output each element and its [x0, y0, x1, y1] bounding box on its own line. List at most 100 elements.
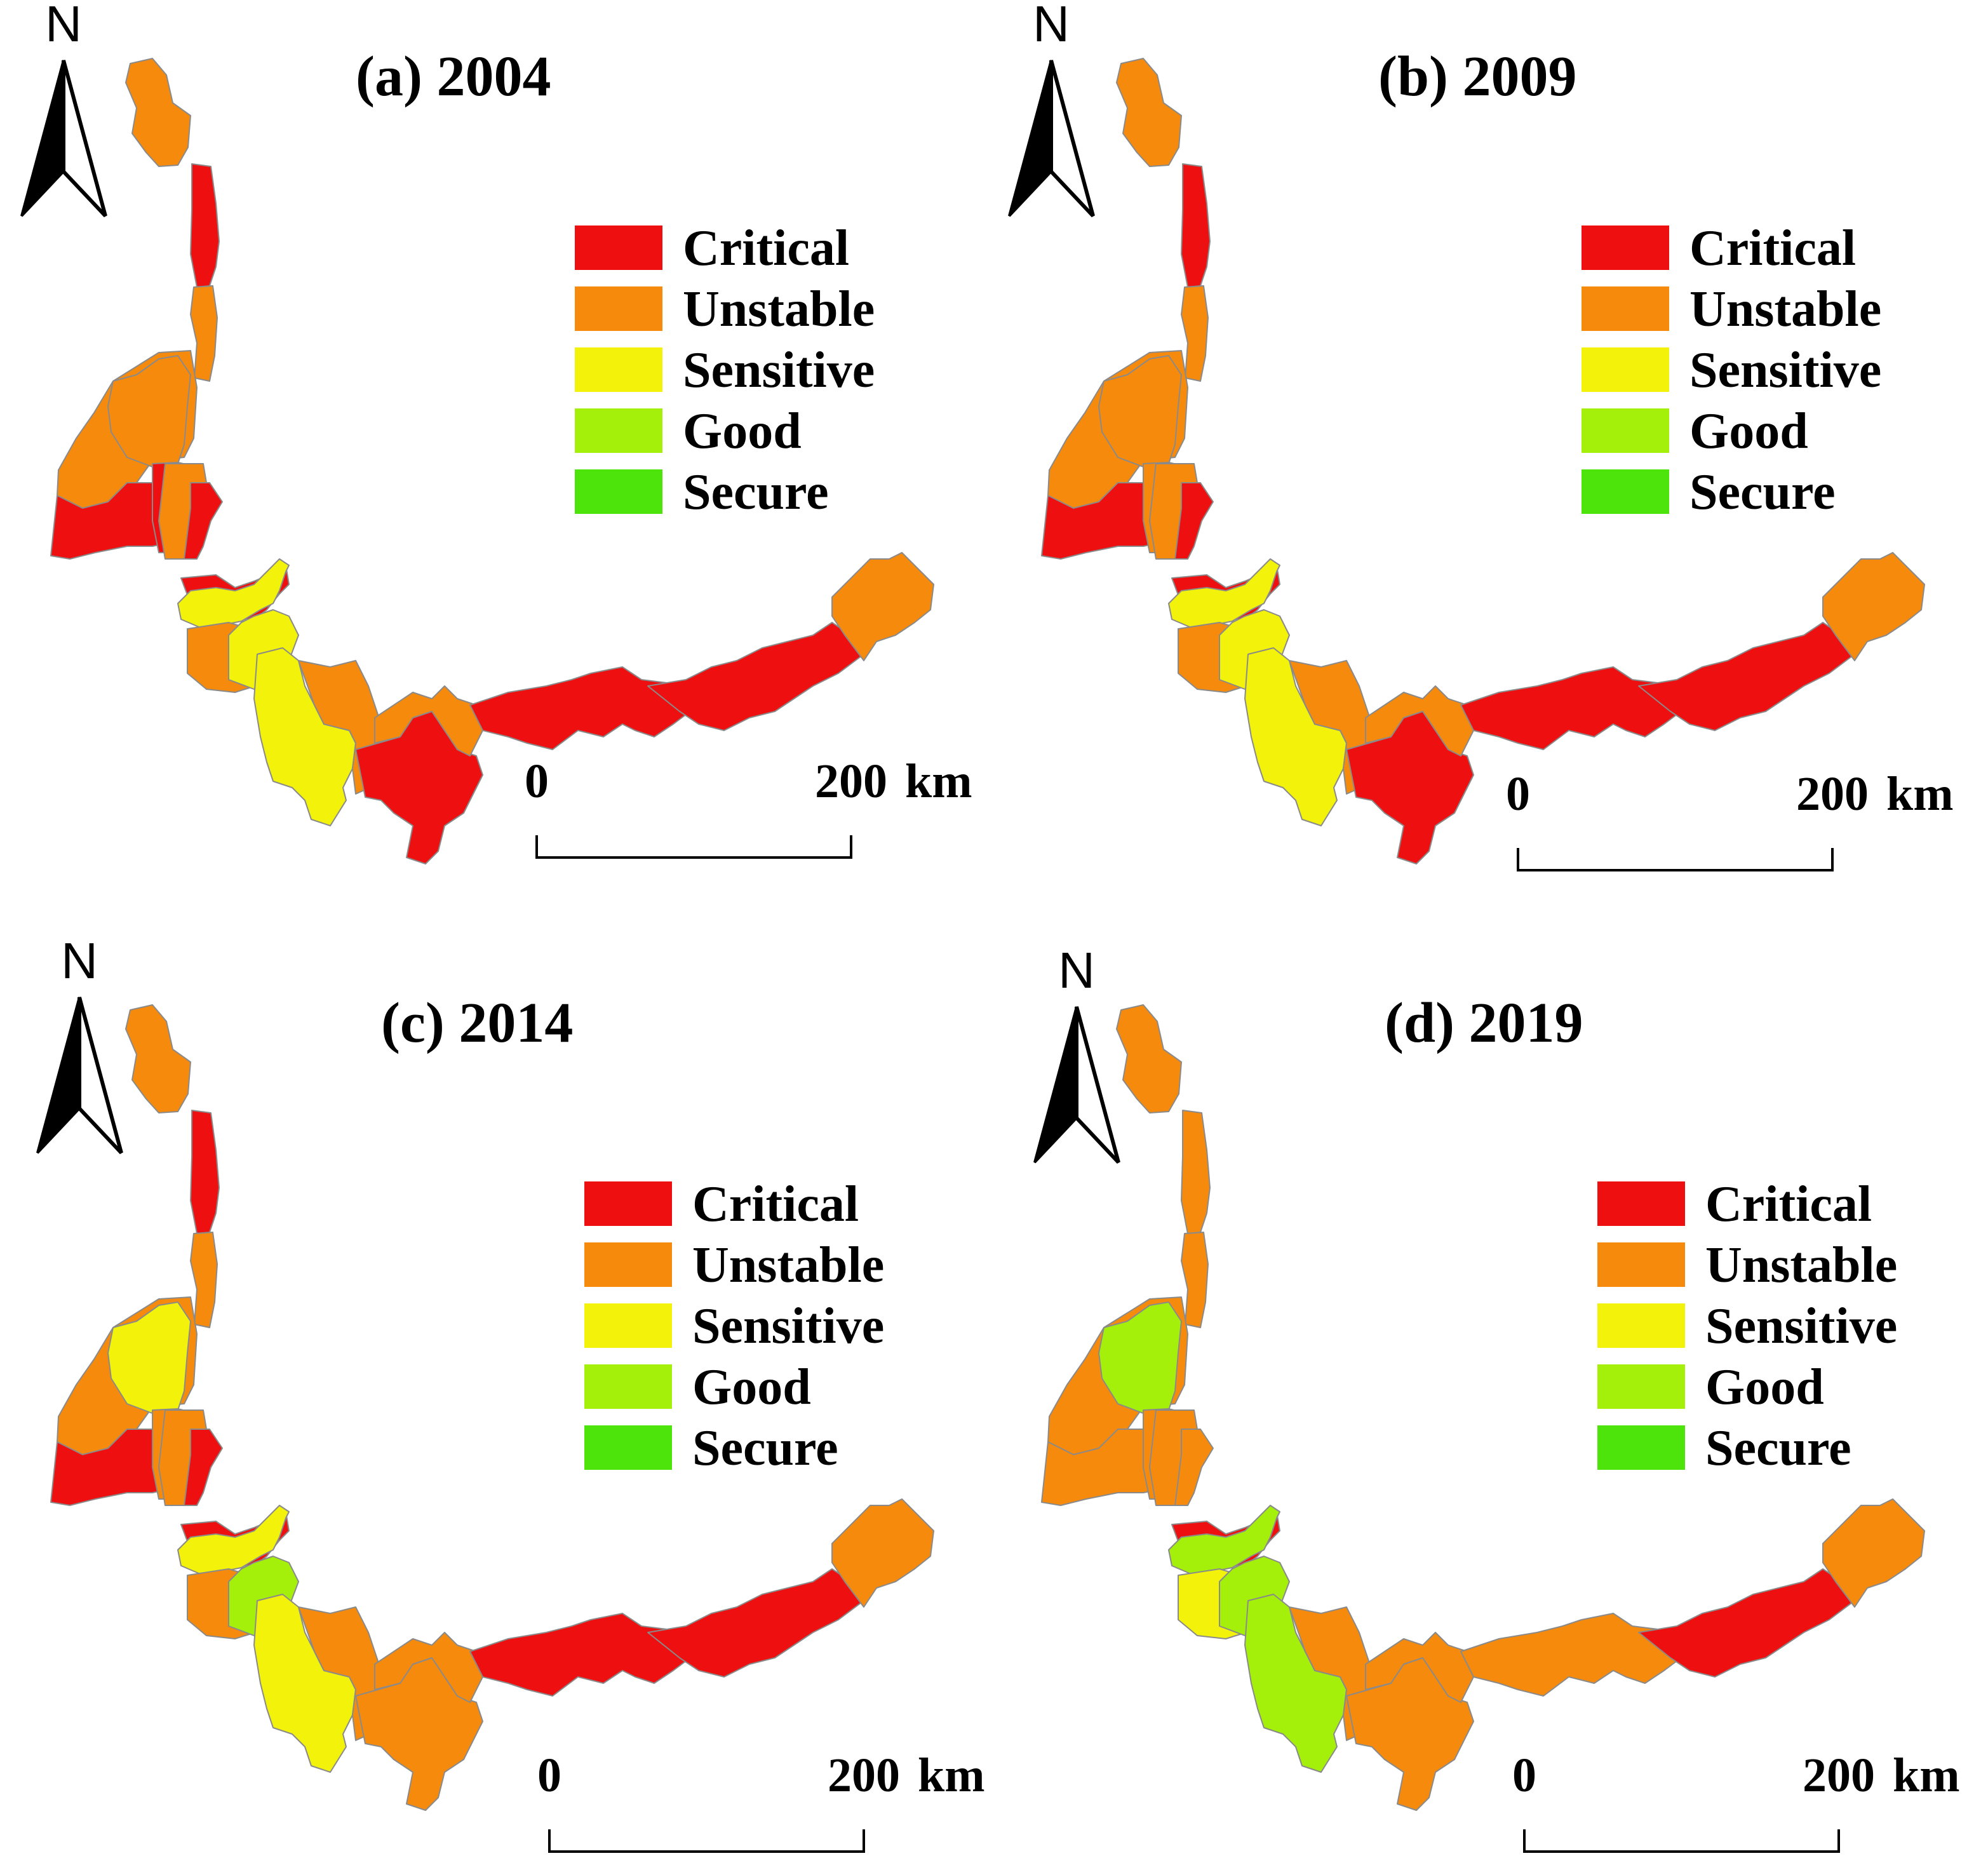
legend-label: Secure	[683, 464, 829, 520]
legend-swatch	[1597, 1425, 1685, 1470]
region-map	[1041, 1004, 1925, 1811]
scale-end-label: 200	[1796, 767, 1869, 821]
region-18-critical	[1460, 666, 1690, 750]
region-1-unstable	[1116, 1004, 1182, 1113]
north-arrow-left-icon	[20, 60, 65, 217]
legend-swatch	[1597, 1181, 1685, 1226]
north-label: N	[61, 932, 98, 989]
legend-swatch	[1597, 1303, 1685, 1348]
region-9-critical	[184, 1429, 223, 1506]
region-14-good	[1244, 1594, 1347, 1773]
region-9-critical	[1174, 482, 1214, 560]
panel-d: (d) 2019 N CriticalUnstableSensitiveGood…	[1033, 942, 1960, 1853]
scale-start-label: 0	[537, 1749, 561, 1802]
scale-end-label: 200	[828, 1749, 900, 1802]
legend-swatch	[584, 1303, 672, 1348]
scale-bar: 0 200 km	[1512, 1749, 1960, 1853]
scale-unit-label: km	[918, 1749, 985, 1802]
scale-bar-line	[1517, 848, 1834, 871]
legend-label: Critical	[1705, 1176, 1872, 1232]
region-2-critical	[190, 1110, 220, 1234]
region-map	[50, 58, 934, 864]
region-2-critical	[1181, 163, 1211, 288]
region-5-unstable	[1098, 355, 1182, 468]
scale-unit-label: km	[1893, 1749, 1960, 1802]
panel-title: (c) 2014	[381, 992, 573, 1054]
north-label: N	[45, 0, 82, 52]
north-arrow-right-icon	[1075, 1006, 1120, 1164]
scale-unit-label: km	[905, 755, 972, 808]
legend-label: Unstable	[683, 281, 875, 337]
region-11-sensitive	[177, 558, 290, 629]
region-14-sensitive	[253, 1594, 356, 1773]
north-label: N	[1033, 0, 1070, 52]
scale-unit-label: km	[1886, 767, 1954, 821]
legend-swatch	[575, 408, 662, 453]
region-3-unstable	[1181, 1232, 1209, 1328]
scale-bar-line	[548, 1829, 865, 1853]
north-arrow-left-icon	[1033, 1006, 1078, 1164]
legend-label: Critical	[683, 220, 849, 276]
region-17-unstable	[1365, 685, 1474, 757]
legend-swatch	[1597, 1242, 1685, 1287]
legend-swatch	[575, 469, 662, 514]
region-9-unstable	[1174, 1429, 1214, 1506]
region-1-unstable	[125, 1004, 191, 1113]
legend-label: Sensitive	[1689, 342, 1881, 398]
legend-label: Unstable	[1689, 281, 1881, 337]
north-arrow-right-icon	[77, 997, 123, 1155]
legend-label: Sensitive	[692, 1298, 884, 1354]
region-18-critical	[469, 1613, 699, 1697]
region-20-unstable	[1822, 1498, 1925, 1608]
region-14-sensitive	[253, 647, 356, 826]
region-11-good	[1168, 1505, 1280, 1576]
legend-label: Sensitive	[1705, 1298, 1897, 1354]
panel-title: (b) 2009	[1378, 45, 1577, 108]
north-arrow: N	[1008, 0, 1095, 218]
legend-swatch	[584, 1425, 672, 1470]
legend-label: Good	[692, 1359, 811, 1415]
region-20-unstable	[831, 552, 934, 661]
north-arrow-right-icon	[62, 60, 107, 218]
region-3-unstable	[190, 1232, 218, 1328]
legend-swatch	[1582, 408, 1669, 453]
region-map	[50, 1004, 934, 1811]
region-20-unstable	[831, 1498, 934, 1608]
region-18-unstable	[1460, 1613, 1690, 1697]
north-arrow: N	[36, 932, 123, 1155]
legend-swatch	[584, 1364, 672, 1409]
scale-bar: 0 200 km	[537, 1749, 985, 1853]
panel-title: (d) 2019	[1385, 992, 1583, 1054]
legend-label: Critical	[1689, 220, 1856, 276]
legend-swatch	[575, 225, 662, 270]
north-arrow-left-icon	[36, 997, 81, 1154]
region-2-critical	[190, 163, 220, 288]
legend-label: Good	[1689, 403, 1808, 459]
scale-bar-line	[1523, 1829, 1840, 1853]
region-17-unstable	[1365, 1632, 1474, 1703]
legend-label: Sensitive	[683, 342, 875, 398]
region-9-critical	[184, 482, 223, 560]
legend-swatch	[1582, 347, 1669, 392]
region-1-unstable	[1116, 58, 1182, 167]
north-arrow-right-icon	[1049, 60, 1095, 218]
region-20-unstable	[1822, 552, 1925, 661]
scale-bar-line	[535, 835, 852, 859]
north-arrow: N	[1033, 942, 1120, 1164]
region-11-sensitive	[1168, 558, 1280, 629]
region-5-unstable	[107, 355, 191, 468]
panel-b: (b) 2009 N CriticalUnstableSensitiveGood…	[1008, 0, 1954, 871]
legend-label: Secure	[1689, 464, 1836, 520]
north-arrow-left-icon	[1008, 60, 1052, 217]
panel-a: (a) 2004 N CriticalUnstableSensitiveGood…	[20, 0, 972, 864]
region-map	[1041, 58, 1925, 864]
legend-swatch	[584, 1181, 672, 1226]
legend-label: Good	[683, 403, 802, 459]
region-14-sensitive	[1244, 647, 1347, 826]
region-3-unstable	[1181, 285, 1209, 382]
region-11-sensitive	[177, 1505, 290, 1576]
